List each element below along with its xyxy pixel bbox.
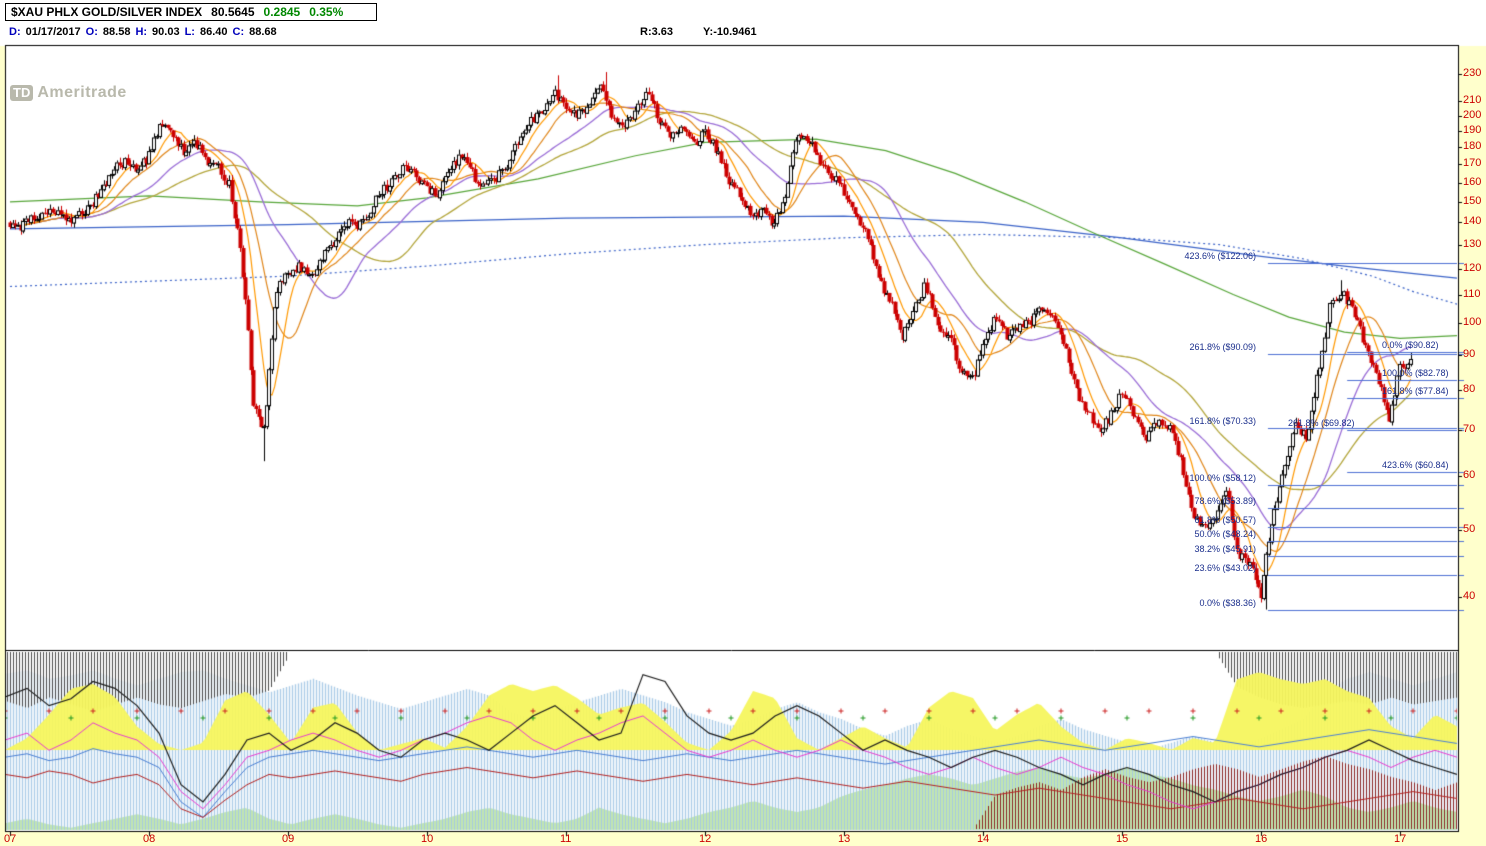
fib-level-label[interactable]: 23.6% ($43.02) <box>1194 563 1256 574</box>
td-logo-icon: TD <box>10 85 34 101</box>
price-tick-label: 230 <box>1463 67 1482 79</box>
price-tick-label: 60 <box>1463 468 1476 481</box>
price-tick-label: 130 <box>1463 237 1482 250</box>
low-value: 86.40 <box>199 26 228 38</box>
price-tick-label: 40 <box>1463 590 1476 603</box>
price-tick-label: 100 <box>1463 316 1482 329</box>
price-tick-label: 160 <box>1463 175 1482 188</box>
y-readout: Y:-10.9461 <box>703 26 757 38</box>
price-tick-label: 200 <box>1463 108 1482 121</box>
price-tick-label: 120 <box>1463 261 1482 274</box>
high-label: H: <box>135 26 148 38</box>
fib-level-label[interactable]: 61.8% ($50.57) <box>1194 514 1256 525</box>
watermark-label: Ameritrade <box>37 84 127 101</box>
date-value: 01/17/2017 <box>25 26 81 38</box>
price-tick-label: 210 <box>1463 94 1482 107</box>
year-tick-label: 11 <box>560 833 572 845</box>
fib-level-label[interactable]: 261.8% ($90.09) <box>1189 342 1256 353</box>
open-label: O: <box>85 26 98 38</box>
date-label: D: <box>9 26 21 38</box>
price-tick-label: 170 <box>1463 157 1482 170</box>
year-tick-label: 16 <box>1255 833 1268 845</box>
year-tick-label: 10 <box>421 833 434 845</box>
fib-level-label[interactable]: 261.8% ($69.82) <box>1288 418 1355 429</box>
fib-level-label[interactable]: 0.0% ($90.82) <box>1382 339 1439 350</box>
fib-level-label[interactable]: 78.6% ($53.89) <box>1194 495 1256 506</box>
close-label: C: <box>232 26 245 38</box>
quote-bar: $XAU PHLX GOLD/SILVER INDEX 80.5645 0.28… <box>5 3 377 21</box>
year-tick-label: 08 <box>143 833 156 845</box>
year-tick-label: 13 <box>838 833 851 845</box>
price-tick-label: 90 <box>1463 347 1476 360</box>
fib-level-label[interactable]: 161.8% ($77.84) <box>1382 385 1449 396</box>
fib-level-label[interactable]: 100.0% ($58.12) <box>1189 473 1256 484</box>
year-tick-label: 07 <box>4 833 17 845</box>
price-change: 0.2845 <box>263 5 301 19</box>
low-label: L: <box>184 26 195 38</box>
price-tick-label: 50 <box>1463 523 1476 536</box>
price-tick-label: 140 <box>1463 215 1482 228</box>
td-ameritrade-watermark: TD Ameritrade <box>10 84 127 102</box>
year-tick-label: 17 <box>1394 833 1407 845</box>
price-tick-label: 70 <box>1463 422 1476 435</box>
symbol-name: $XAU PHLX GOLD/SILVER INDEX <box>11 5 203 19</box>
high-value: 90.03 <box>152 26 180 38</box>
ohlc-bar: D: 01/17/2017 O: 88.58 H: 90.03 L: 86.40… <box>9 26 277 38</box>
close-value: 88.68 <box>249 26 277 38</box>
fib-level-label[interactable]: 38.2% ($45.91) <box>1194 543 1256 554</box>
fib-level-label[interactable]: 50.0% ($48.24) <box>1194 529 1256 540</box>
year-tick-label: 14 <box>977 833 990 845</box>
crosshair-readout: R:3.63 Y:-10.9461 <box>640 26 757 38</box>
price-tick-label: 180 <box>1463 140 1482 153</box>
price-tick-label: 110 <box>1463 287 1481 300</box>
fib-level-label[interactable]: 100.0% ($82.78) <box>1382 367 1449 378</box>
fib-level-label[interactable]: 0.0% ($38.36) <box>1199 597 1256 608</box>
range-readout: R:3.63 <box>640 26 674 38</box>
fib-level-label[interactable]: 161.8% ($70.33) <box>1189 416 1256 427</box>
price-tick-label: 80 <box>1463 382 1476 395</box>
year-tick-label: 09 <box>282 833 295 845</box>
year-tick-label: 15 <box>1116 833 1129 845</box>
last-price: 80.5645 <box>211 5 255 19</box>
open-value: 88.58 <box>102 26 131 38</box>
fib-level-label[interactable]: 423.6% ($60.84) <box>1382 459 1449 470</box>
percent-change: 0.35% <box>309 5 344 19</box>
price-tick-label: 190 <box>1463 124 1482 137</box>
year-tick-label: 12 <box>699 833 712 845</box>
price-tick-label: 150 <box>1463 194 1482 207</box>
fib-level-label[interactable]: 423.6% ($122.06) <box>1184 251 1256 262</box>
